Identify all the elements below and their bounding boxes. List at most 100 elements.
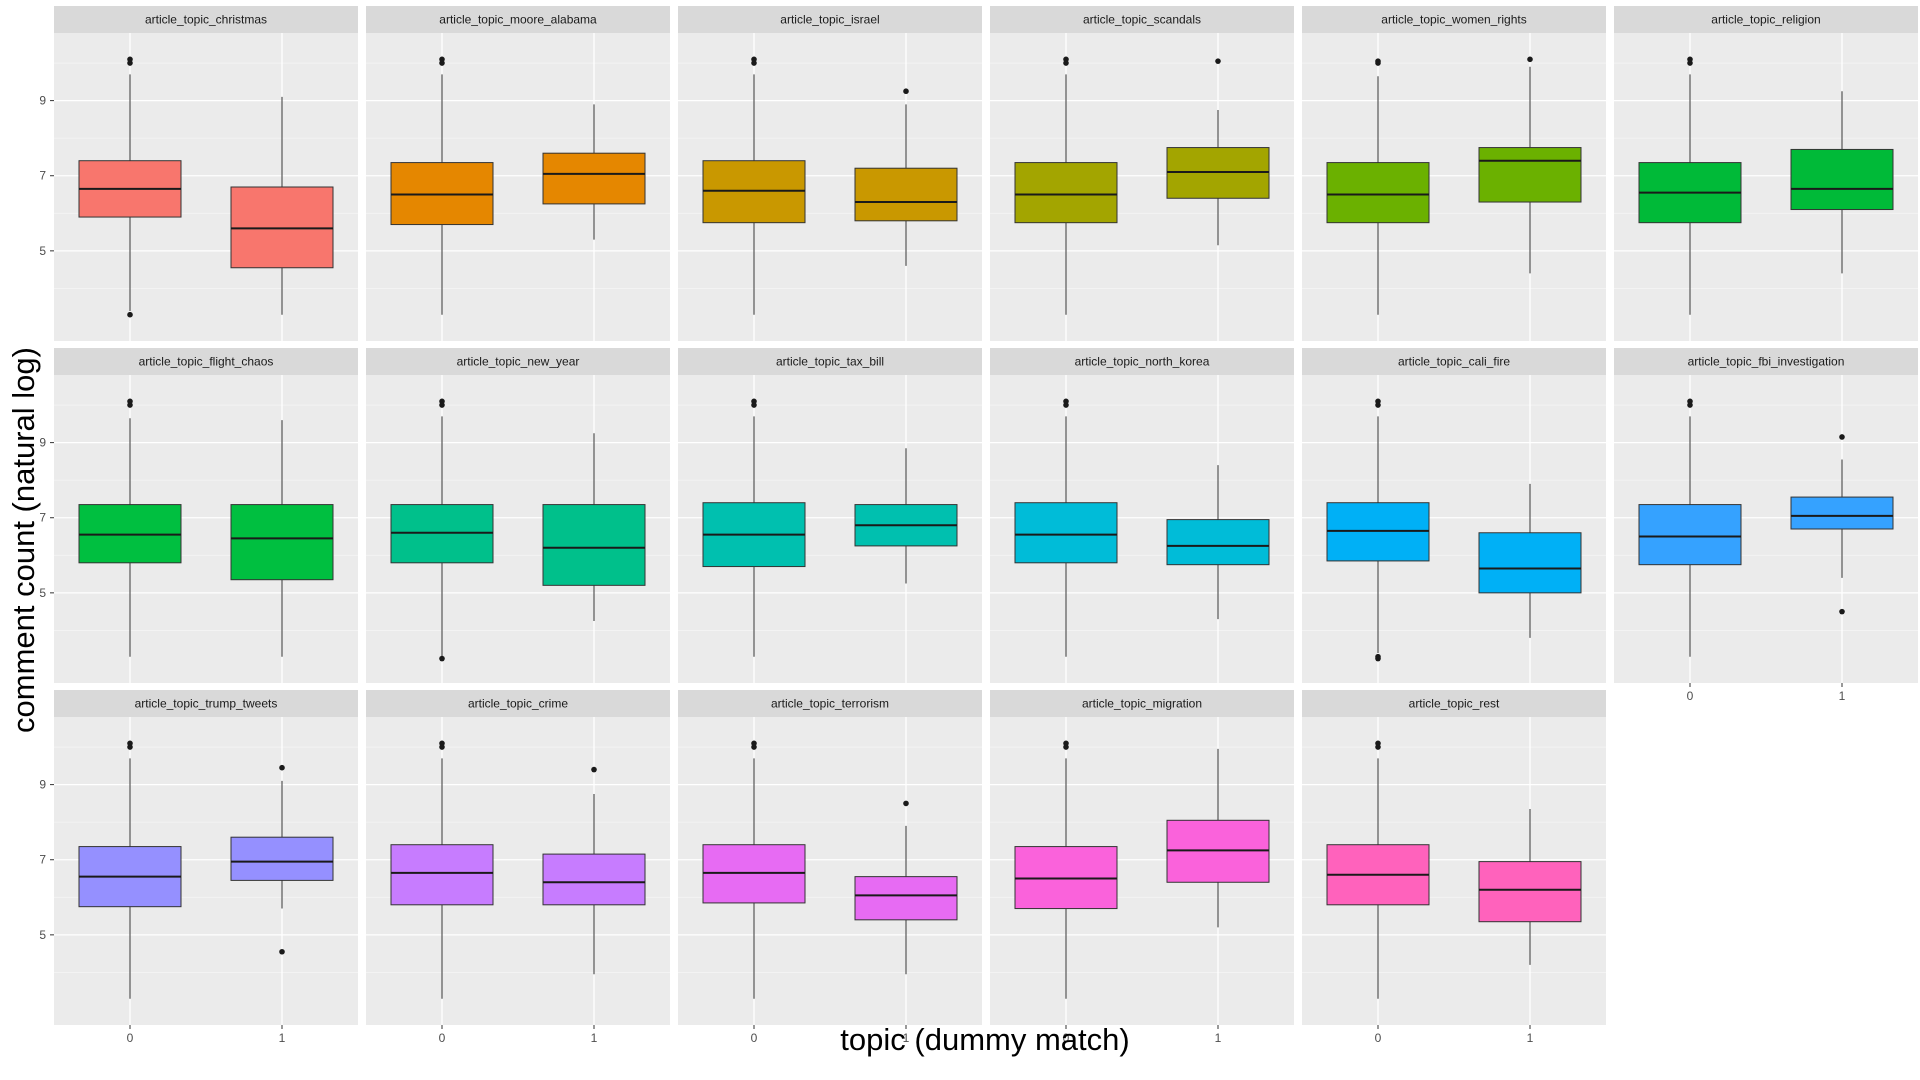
outlier-point — [1375, 398, 1381, 405]
iqr-box — [1014, 162, 1118, 224]
iqr-box — [1166, 519, 1270, 566]
outlier-point — [439, 740, 445, 747]
box-1 — [1790, 91, 1894, 274]
outlier-point — [439, 56, 445, 63]
facet-strip — [1614, 6, 1918, 33]
facet-panel: article_topic_migration 0 1 — [990, 690, 1294, 1045]
iqr-box — [1478, 861, 1582, 923]
facet-title: article_topic_trump_tweets — [135, 697, 278, 711]
x-tick-label: 1 — [279, 1031, 286, 1045]
iqr-box — [390, 844, 494, 906]
facet-panel: article_topic_flight_chaos 5 7 9 — [39, 348, 358, 683]
outlier-point — [1215, 58, 1221, 64]
x-tick-label: 0 — [1063, 1031, 1070, 1045]
iqr-box — [1790, 496, 1894, 530]
box-1 — [854, 88, 958, 266]
facet-title: article_topic_christmas — [145, 13, 267, 27]
facet-title: article_topic_migration — [1082, 697, 1202, 711]
facet-title: article_topic_fbi_investigation — [1688, 355, 1845, 369]
outlier-point — [279, 764, 285, 771]
facet-title: article_topic_new_year — [457, 355, 580, 369]
y-tick-label: 9 — [39, 94, 46, 108]
x-tick-label: 0 — [1375, 1031, 1382, 1045]
y-tick-label: 7 — [39, 511, 46, 525]
outlier-point — [1063, 56, 1069, 63]
iqr-box — [1790, 148, 1894, 211]
outlier-point — [1375, 58, 1381, 64]
facet-panel: article_topic_trump_tweets 5 7 9 0 1 — [39, 690, 358, 1045]
outlier-point — [1687, 398, 1693, 405]
iqr-box — [1478, 532, 1582, 594]
iqr-box — [542, 504, 646, 586]
facet-title: article_topic_moore_alabama — [439, 13, 597, 27]
facet-strip — [678, 6, 982, 33]
box-0 — [1326, 740, 1430, 999]
iqr-box — [854, 167, 958, 222]
box-0 — [1326, 398, 1430, 662]
box-0 — [1638, 398, 1742, 657]
facet-panel: article_topic_cali_fire — [1302, 348, 1606, 683]
x-tick-label: 0 — [1687, 689, 1694, 703]
facet-title: article_topic_religion — [1711, 13, 1820, 27]
box-0 — [702, 56, 806, 315]
y-tick-label: 9 — [39, 778, 46, 792]
outlier-point — [1687, 56, 1693, 63]
facet-strip — [678, 690, 982, 717]
facet-title: article_topic_cali_fire — [1398, 355, 1510, 369]
box-1 — [854, 800, 958, 975]
facet-panel: article_topic_terrorism 0 1 — [678, 690, 982, 1045]
facet-strip — [1614, 348, 1918, 375]
facet-title: article_topic_rest — [1409, 697, 1500, 711]
facet-strip — [54, 6, 358, 33]
box-0 — [1638, 56, 1742, 315]
iqr-box — [1326, 162, 1430, 224]
box-1 — [542, 433, 646, 622]
box-0 — [1014, 740, 1118, 999]
outlier-point — [439, 398, 445, 405]
box-1 — [1478, 483, 1582, 638]
box-0 — [1014, 398, 1118, 657]
outlier-point — [751, 56, 757, 63]
outlier-point — [751, 398, 757, 405]
box-1 — [854, 448, 958, 584]
facet-title: article_topic_tax_bill — [776, 355, 884, 369]
facet-panel: article_topic_crime 0 1 — [366, 690, 670, 1045]
iqr-box — [854, 876, 958, 921]
facet-panel: article_topic_new_year — [366, 348, 670, 683]
box-0 — [1014, 56, 1118, 315]
facet-panel: article_topic_moore_alabama — [366, 6, 670, 341]
outlier-point — [1839, 434, 1845, 440]
y-tick-label: 5 — [39, 586, 46, 600]
facet-panel: article_topic_fbi_investigation 0 1 — [1614, 348, 1918, 703]
box-1 — [542, 766, 646, 975]
facet-panel: article_topic_christmas 5 7 9 — [39, 6, 358, 341]
facet-strip — [1302, 690, 1606, 717]
outlier-point — [279, 948, 285, 955]
box-0 — [78, 398, 182, 657]
x-tick-label: 0 — [439, 1031, 446, 1045]
outlier-point — [903, 88, 909, 95]
y-tick-label: 9 — [39, 436, 46, 450]
facet-strip — [990, 6, 1294, 33]
outlier-point — [1375, 740, 1381, 747]
box-0 — [78, 56, 182, 318]
box-1 — [1790, 434, 1894, 615]
facet-strip — [1302, 6, 1606, 33]
facet-title: article_topic_north_korea — [1075, 355, 1210, 369]
box-1 — [542, 104, 646, 240]
facet-title: article_topic_crime — [468, 697, 568, 711]
facet-panel: article_topic_tax_bill — [678, 348, 982, 683]
x-tick-label: 1 — [591, 1031, 598, 1045]
y-tick-label: 5 — [39, 244, 46, 258]
x-axis-title: topic (dummy match) — [840, 1022, 1130, 1057]
iqr-box — [1014, 502, 1118, 564]
x-tick-label: 1 — [1527, 1031, 1534, 1045]
y-axis-title: comment count (natural log) — [6, 347, 41, 733]
y-tick-label: 7 — [39, 853, 46, 867]
box-0 — [702, 740, 806, 999]
box-0 — [390, 56, 494, 315]
x-tick-label: 0 — [751, 1031, 758, 1045]
facet-panel: article_topic_women_rights — [1302, 6, 1606, 341]
box-1 — [1166, 58, 1270, 246]
